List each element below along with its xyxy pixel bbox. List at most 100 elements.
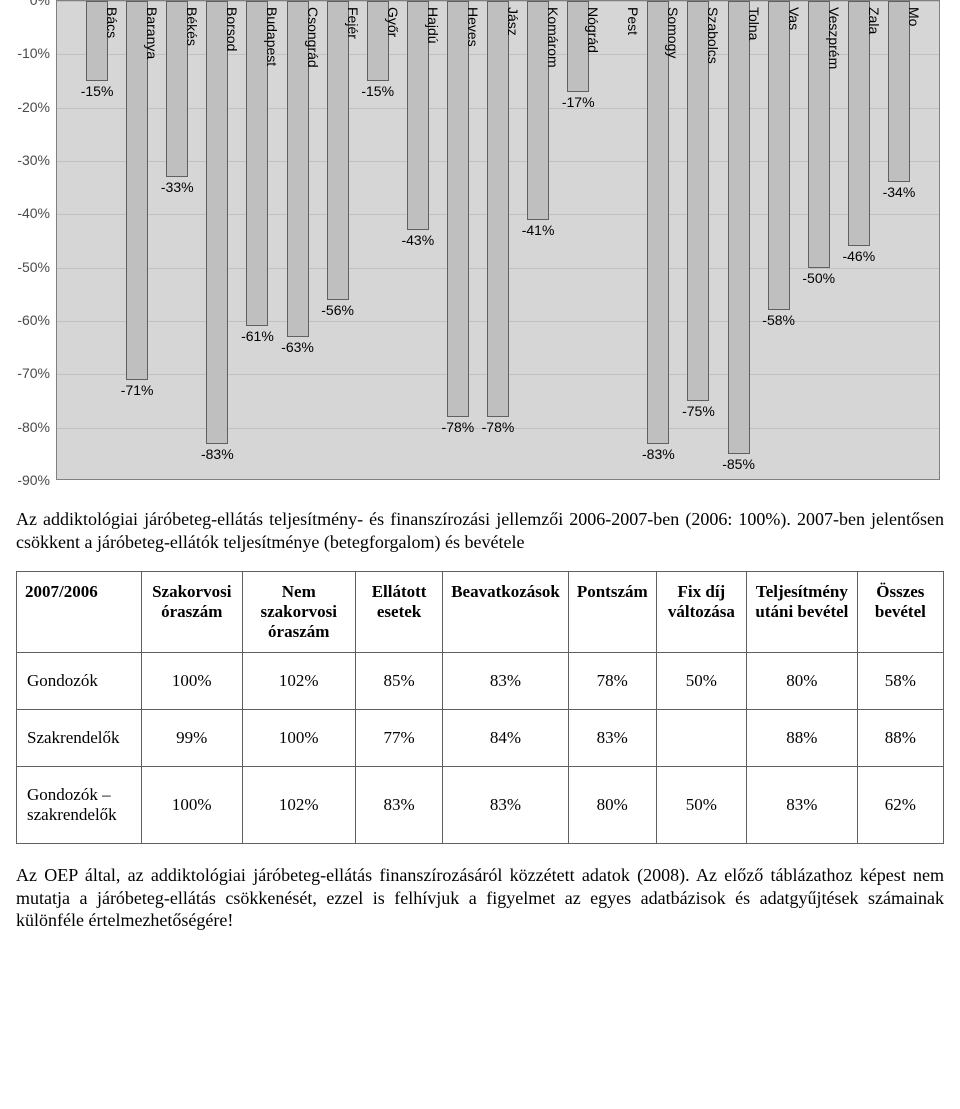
bar-slot: -61%Budapest — [237, 1, 277, 479]
cell: 85% — [355, 653, 442, 710]
value-label: -71% — [121, 382, 154, 398]
cell: 80% — [747, 653, 858, 710]
bar — [728, 1, 750, 454]
value-label: -85% — [722, 456, 755, 472]
value-label: -58% — [762, 312, 795, 328]
cell: 83% — [747, 767, 858, 844]
category-label: Mo — [906, 7, 922, 26]
y-tick-label: -40% — [17, 205, 50, 221]
cell: 80% — [568, 767, 656, 844]
bar-slot: -58%Vas — [759, 1, 799, 479]
value-label: -34% — [883, 184, 916, 200]
page: 0% -10% -20% -30% -40% -50% -60% -70% -80% -90% -… — [0, 0, 960, 932]
column-header: Teljesítmény utáni bevétel — [747, 572, 858, 653]
bar — [888, 1, 910, 182]
bar — [447, 1, 469, 417]
cell: 100% — [242, 710, 355, 767]
value-label: -78% — [482, 419, 515, 435]
row-header: Szakrendelők — [17, 710, 142, 767]
value-label: -46% — [842, 248, 875, 264]
y-tick-label: -60% — [17, 312, 50, 328]
column-header: Ellátott esetek — [355, 572, 442, 653]
column-header: Pontszám — [568, 572, 656, 653]
cell — [656, 710, 746, 767]
column-header: Összes bevétel — [857, 572, 943, 653]
cell: 83% — [443, 653, 569, 710]
y-tick-label: -90% — [17, 472, 50, 488]
bar-slot: -71%Baranya — [117, 1, 157, 479]
bar-area: -15%Bács-71%Baranya-33%Békés-83%Borsod-6… — [57, 1, 939, 479]
cell: 84% — [443, 710, 569, 767]
bar-slot: -50%Veszprém — [799, 1, 839, 479]
bar-slot: -83%Borsod — [197, 1, 237, 479]
bar — [647, 1, 669, 444]
cell: 83% — [568, 710, 656, 767]
column-header: Beavatkozások — [443, 572, 569, 653]
data-table: 2007/2006Szakorvosi óraszámNem szakorvos… — [16, 571, 944, 844]
bar-slot: -56%Fejér — [318, 1, 358, 479]
value-label: -75% — [682, 403, 715, 419]
y-axis: 0%-10%-20%-30%-40%-50%-60%-70%-80%-90% — [0, 0, 56, 480]
y-tick-label: -80% — [17, 419, 50, 435]
value-label: -17% — [562, 94, 595, 110]
bar-slot: -78%Jász — [478, 1, 518, 479]
value-label: -50% — [802, 270, 835, 286]
bar-slot: -83%Somogy — [638, 1, 678, 479]
bar — [206, 1, 228, 444]
bar-slot: -33%Békés — [157, 1, 197, 479]
y-tick-label: -30% — [17, 152, 50, 168]
column-header: Nem szakorvosi óraszám — [242, 572, 355, 653]
plot-area: -15%Bács-71%Baranya-33%Békés-83%Borsod-6… — [56, 0, 940, 480]
cell: 62% — [857, 767, 943, 844]
cell: 58% — [857, 653, 943, 710]
bar-slot: -63%Csongrád — [277, 1, 317, 479]
column-header: Szakorvosi óraszám — [142, 572, 243, 653]
value-label: -78% — [442, 419, 475, 435]
bar-slot: -85%Tolna — [719, 1, 759, 479]
cell: 77% — [355, 710, 442, 767]
cell: 88% — [747, 710, 858, 767]
cell: 99% — [142, 710, 243, 767]
value-label: -61% — [241, 328, 274, 344]
cell: 100% — [142, 767, 243, 844]
cell: 50% — [656, 767, 746, 844]
bar-slot: -75%Szabolcs — [678, 1, 718, 479]
y-tick-label: -70% — [17, 365, 50, 381]
bar-slot: -78%Heves — [438, 1, 478, 479]
cell: 50% — [656, 653, 746, 710]
bar-slot: -17%Nógrád — [558, 1, 598, 479]
bar — [327, 1, 349, 300]
cell: 83% — [355, 767, 442, 844]
bar — [487, 1, 509, 417]
caption-2: Az OEP által, az addiktológiai járóbeteg… — [0, 864, 960, 932]
column-header: 2007/2006 — [17, 572, 142, 653]
cell: 88% — [857, 710, 943, 767]
row-header: Gondozók – szakrendelők — [17, 767, 142, 844]
bar-slot: -43%Hajdú — [398, 1, 438, 479]
row-header: Gondozók — [17, 653, 142, 710]
value-label: -83% — [201, 446, 234, 462]
value-label: -41% — [522, 222, 555, 238]
cell: 102% — [242, 767, 355, 844]
bar-slot: -34% Mo — [879, 1, 919, 479]
bar-slot: Pest — [598, 1, 638, 479]
cell: 102% — [242, 653, 355, 710]
value-label: -15% — [361, 83, 394, 99]
y-tick-label: -20% — [17, 99, 50, 115]
bar-slot: -15%Bács — [77, 1, 117, 479]
y-tick-label: -10% — [17, 45, 50, 61]
caption-1: Az addiktológiai járóbeteg-ellátás telje… — [0, 508, 960, 553]
y-tick-label: -50% — [17, 259, 50, 275]
value-label: -43% — [401, 232, 434, 248]
bar-slot: -46%Zala — [839, 1, 879, 479]
column-header: Fix díj változása — [656, 572, 746, 653]
y-tick-label: 0% — [30, 0, 50, 8]
bar — [848, 1, 870, 246]
value-label: -33% — [161, 179, 194, 195]
cell: 100% — [142, 653, 243, 710]
bar — [768, 1, 790, 310]
bar-slot: -15%Győr — [358, 1, 398, 479]
value-label: -83% — [642, 446, 675, 462]
bar-slot: -41%Komárom — [518, 1, 558, 479]
chart: 0%-10%-20%-30%-40%-50%-60%-70%-80%-90% -… — [0, 0, 940, 480]
